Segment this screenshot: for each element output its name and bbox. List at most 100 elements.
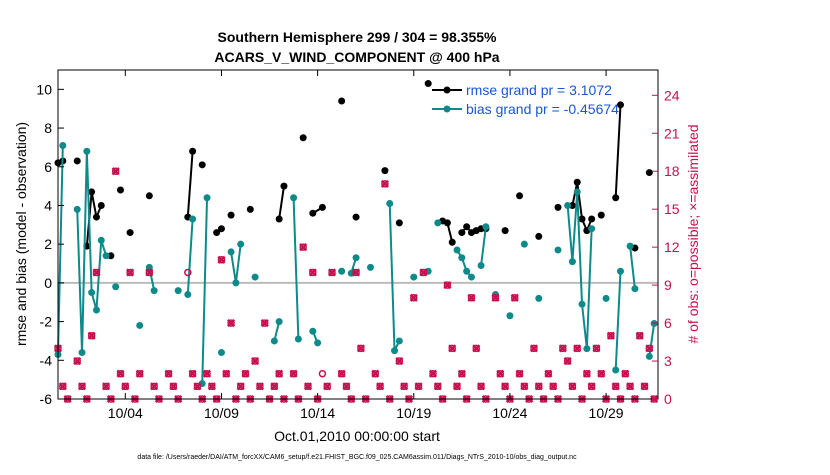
assimilated-obs-marker: [342, 382, 351, 391]
assimilated-obs-marker: [549, 382, 558, 391]
assimilated-obs-marker: [501, 382, 510, 391]
plot-frame: [57, 69, 659, 400]
assimilated-obs-stroke: [520, 382, 529, 391]
possible-obs-marker: [328, 268, 336, 277]
assimilated-obs-marker: [207, 382, 216, 391]
possible-obs-marker: [376, 382, 384, 391]
bias-point: [150, 287, 158, 295]
bias-point: [112, 283, 120, 291]
assimilated-obs-stroke: [428, 369, 438, 378]
possible-obs-marker: [87, 331, 96, 340]
assimilated-obs-marker: [73, 356, 82, 366]
assimilated-obs-stroke: [409, 293, 418, 302]
assimilated-obs-stroke: [568, 382, 577, 391]
assimilated-obs-stroke: [645, 344, 654, 353]
bias-point: [612, 366, 620, 374]
possible-obs-marker: [188, 369, 197, 378]
assimilated-obs-marker: [169, 382, 178, 391]
possible-obs-marker: [121, 382, 130, 391]
rmse-point: [352, 213, 360, 221]
rmse-point: [309, 209, 317, 217]
bias-point: [410, 273, 418, 281]
bias-point: [395, 337, 403, 345]
rmse-point: [381, 167, 389, 175]
possible-obs-marker: [592, 344, 601, 353]
bias-point: [434, 219, 442, 227]
bias-point: [626, 242, 634, 250]
assimilated-obs-stroke: [640, 382, 649, 391]
assimilated-obs-stroke: [145, 268, 154, 277]
rmse-line-segment: [186, 151, 194, 218]
assimilated-obs-stroke: [323, 382, 332, 391]
assimilated-obs-stroke: [150, 382, 159, 391]
assimilated-obs-marker: [188, 369, 197, 378]
possible-obs-marker: [304, 382, 312, 391]
assimilated-obs-stroke: [472, 344, 481, 353]
assimilated-obs-stroke: [77, 382, 87, 391]
assimilated-obs-stroke: [169, 382, 178, 391]
y-tick-label: 10: [36, 81, 52, 97]
assimilated-obs-marker: [236, 382, 245, 391]
rmse-point: [145, 192, 153, 200]
bias-point: [477, 261, 485, 269]
assimilated-obs-marker: [510, 293, 519, 302]
assimilated-obs-stroke: [457, 369, 466, 378]
rmse-point: [318, 203, 326, 211]
rmse-point: [535, 232, 543, 240]
assimilated-obs-marker: [289, 369, 298, 378]
bias-point: [189, 215, 197, 223]
y-right-axis-ticks: 0 3 6 9 12 15 18 21 24: [652, 87, 680, 407]
possible-obs-marker: [568, 382, 577, 391]
rmse-line-segment: [278, 185, 285, 220]
x-tick-label: 10/24: [492, 405, 527, 421]
rmse-point: [97, 201, 105, 209]
plot-area: [58, 70, 658, 399]
y-tick-label: 0: [44, 275, 52, 291]
bias-line-segment: [480, 226, 487, 266]
possible-obs-marker: [491, 294, 500, 302]
assimilated-obs-stroke: [529, 344, 539, 353]
bias-point: [554, 246, 562, 254]
assimilated-obs-marker: [395, 356, 404, 366]
assimilated-obs-marker: [241, 369, 250, 378]
possible-obs-marker: [472, 344, 481, 353]
rmse-point: [443, 219, 451, 227]
assimilated-obs-marker: [102, 382, 111, 391]
possible-obs-marker: [621, 369, 630, 378]
bias-point: [367, 263, 374, 271]
assimilated-obs-stroke: [251, 356, 260, 366]
rmse-point: [424, 80, 432, 88]
rmse-point: [573, 178, 581, 186]
bias-point: [251, 273, 259, 281]
assimilated-obs-marker: [467, 293, 476, 302]
x-tick-label: 10/19: [396, 405, 431, 421]
possible-obs-marker: [587, 382, 596, 391]
bias-point: [270, 337, 278, 345]
bias-point: [520, 240, 528, 248]
chart-title-line1: Southern Hemisphere 299 / 304 = 98.355%: [218, 29, 498, 45]
rmse-point: [588, 215, 596, 223]
rmse-point: [126, 229, 134, 237]
assimilated-obs-marker: [529, 344, 539, 353]
assimilated-obs-stroke: [376, 382, 385, 391]
possible-obs-marker: [496, 369, 505, 378]
bias-point: [338, 267, 346, 275]
bias-point: [92, 306, 100, 314]
assimilated-obs-marker: [150, 382, 159, 391]
assimilated-obs-marker: [126, 268, 135, 277]
assimilated-obs-stroke: [626, 382, 635, 391]
rmse-point: [568, 201, 576, 209]
assimilated-obs-marker: [419, 268, 428, 277]
possible-obs-marker: [563, 357, 572, 365]
rmse-point: [597, 211, 605, 219]
bias-point: [314, 339, 322, 347]
possible-obs-marker: [520, 382, 529, 391]
assimilated-obs-stroke: [419, 268, 428, 277]
possible-obs-marker: [371, 369, 380, 378]
assimilated-obs-marker: [371, 369, 380, 378]
possible-obs-marker: [309, 268, 317, 277]
assimilated-obs-marker: [414, 382, 423, 391]
y-right-tick-label: 0: [664, 391, 672, 407]
possible-obs-marker: [260, 319, 269, 327]
